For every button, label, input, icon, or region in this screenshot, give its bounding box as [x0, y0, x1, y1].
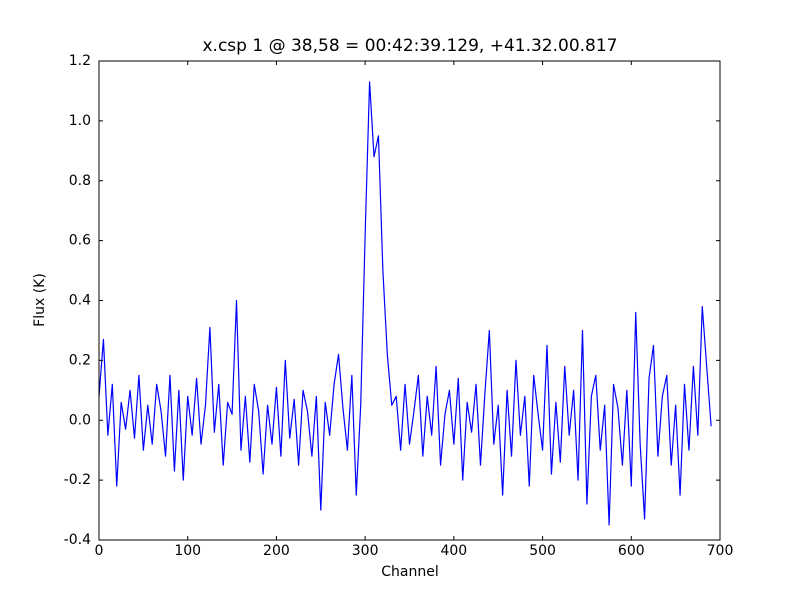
y-axis-label: Flux (K): [32, 273, 48, 327]
y-tick-label: 0.0: [69, 412, 91, 428]
x-tick-label: 100: [174, 543, 201, 559]
y-tick-label: -0.4: [64, 532, 91, 548]
x-tick-label: 700: [707, 543, 734, 559]
x-axis-label: Channel: [381, 564, 438, 580]
y-tick-label: 0.4: [69, 293, 91, 309]
x-tick-label: 400: [440, 543, 467, 559]
x-tick-label: 0: [95, 543, 104, 559]
x-tick-label: 600: [618, 543, 645, 559]
chart-title: x.csp 1 @ 38,58 = 00:42:39.129, +41.32.0…: [202, 36, 617, 56]
y-tick-label: 0.6: [69, 233, 91, 249]
x-tick-label: 500: [529, 543, 556, 559]
y-tick-label: 0.8: [69, 173, 91, 189]
y-tick-label: 1.0: [69, 113, 91, 129]
y-tick-label: 1.2: [69, 53, 91, 69]
y-tick-label: -0.2: [64, 472, 91, 488]
x-tick-label: 300: [352, 543, 379, 559]
spectrum-line: [98, 81, 712, 526]
x-tick-label: 200: [263, 543, 290, 559]
y-tick-label: 0.2: [69, 352, 91, 368]
